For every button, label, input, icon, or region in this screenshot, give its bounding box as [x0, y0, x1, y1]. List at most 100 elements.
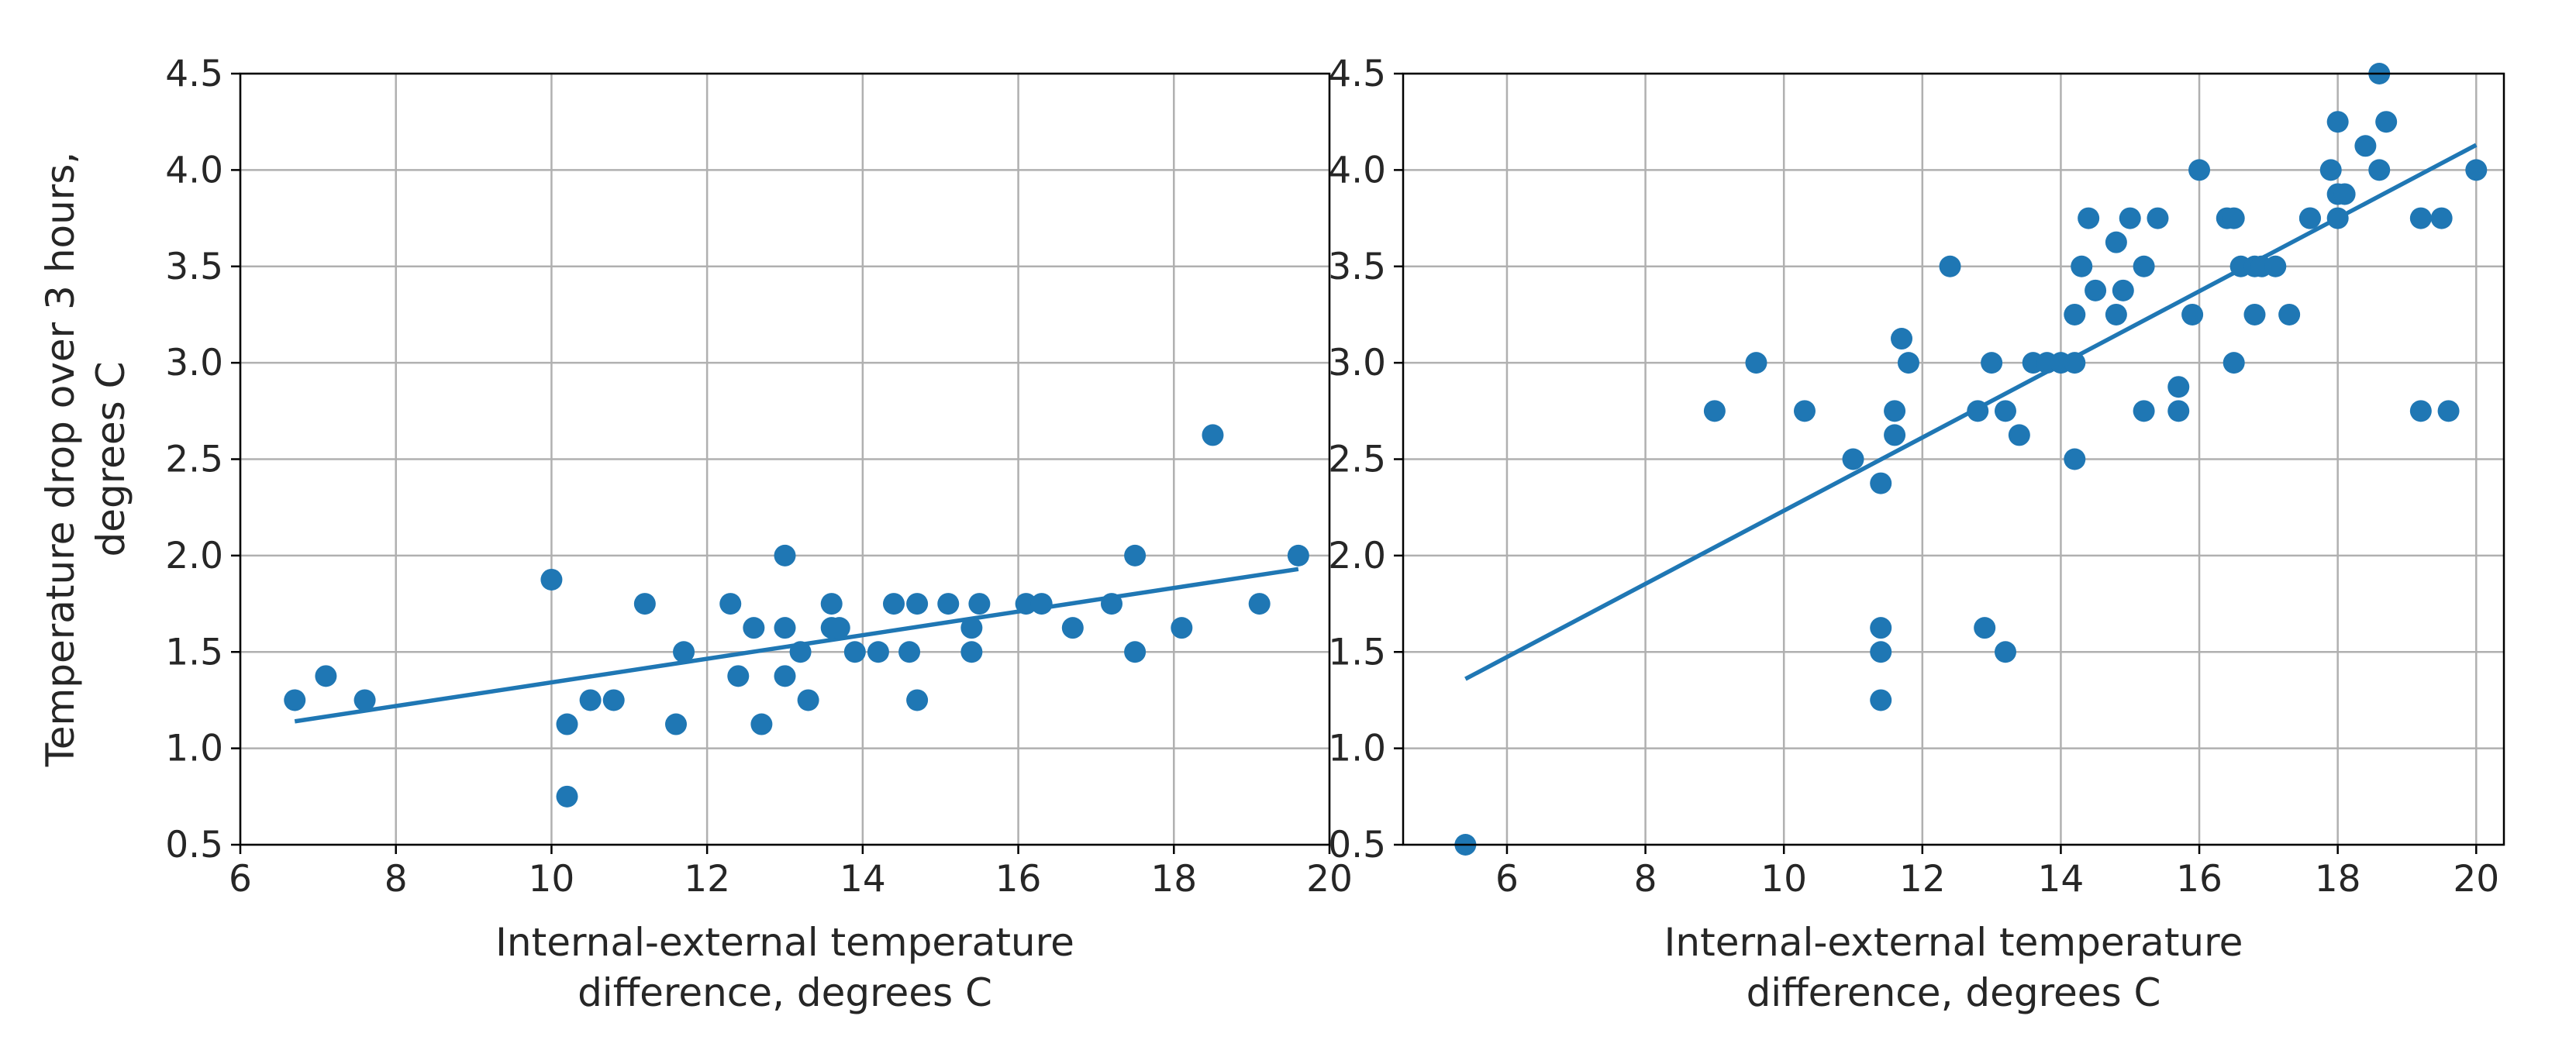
data-point	[1745, 352, 1767, 374]
data-point	[2430, 207, 2453, 229]
y-tick-label: 2.0	[1328, 535, 1386, 577]
data-point	[1891, 328, 1913, 350]
data-point	[743, 617, 765, 639]
left-scatter-plot: 6 8 10 12 14 16 18 20 0.5 1.0 1.5 2.0 2.5 3.0 3.5 4.0 4.…	[38, 53, 1353, 1015]
data-point	[843, 641, 866, 663]
data-point	[2326, 207, 2349, 229]
x-tick-label: 18	[1150, 858, 1197, 901]
y-tick-label: 3.5	[165, 246, 223, 288]
data-point	[719, 593, 742, 615]
data-point	[1870, 472, 1892, 494]
data-point	[1124, 641, 1147, 663]
x-tick-label: 20	[1306, 858, 1353, 901]
data-point	[2105, 231, 2127, 253]
data-point	[1884, 400, 1906, 422]
data-point	[1793, 400, 1816, 422]
data-point	[284, 689, 306, 711]
data-point	[1994, 400, 2016, 422]
data-point	[2188, 159, 2211, 181]
y-tick-label: 1.5	[1328, 631, 1386, 673]
data-point	[556, 713, 578, 735]
y-axis-label: degrees C	[88, 361, 133, 556]
y-tick-label: 2.0	[165, 535, 223, 577]
data-point	[1897, 352, 1919, 374]
data-point	[2354, 135, 2377, 157]
data-point	[2298, 207, 2321, 229]
data-point	[2437, 400, 2460, 422]
data-point	[960, 617, 983, 639]
data-point	[2064, 448, 2086, 470]
data-point	[1981, 352, 2003, 374]
y-tick-label: 0.5	[1328, 824, 1386, 866]
x-tick-label: 6	[229, 858, 252, 901]
data-point	[898, 641, 921, 663]
data-point	[540, 568, 563, 591]
data-point	[2409, 400, 2432, 422]
data-point	[633, 593, 656, 615]
data-point	[1101, 593, 1122, 615]
data-point	[1171, 617, 1193, 639]
data-point	[2319, 159, 2342, 181]
data-point	[602, 689, 625, 711]
data-point	[820, 593, 843, 615]
data-point	[774, 544, 796, 567]
x-tick-label: 18	[2315, 858, 2361, 901]
y-tick-label: 2.5	[165, 439, 223, 481]
data-point	[1884, 424, 1906, 446]
y-tick-label: 1.0	[1328, 728, 1386, 770]
data-point	[2064, 352, 2086, 374]
y-tick-label: 2.5	[1328, 439, 1386, 481]
data-point	[1994, 641, 2016, 663]
data-point	[968, 593, 991, 615]
y-tick-label: 4.5	[165, 53, 223, 95]
data-point	[2409, 207, 2432, 229]
x-tick-label: 10	[1760, 858, 1807, 901]
data-point	[2119, 207, 2141, 229]
data-point	[353, 689, 376, 711]
data-point	[1248, 593, 1271, 615]
data-point	[1015, 593, 1037, 615]
data-point	[2375, 111, 2398, 133]
x-tick-label: 12	[1899, 858, 1946, 901]
y-tick-label: 4.0	[165, 149, 223, 191]
right-scatter-plot: 6 8 10 12 14 16 18 20 0.5 1.0 1.5 2.0 2.5 3.0 3.5 4.0 4.…	[1328, 53, 2505, 1015]
y-tick-label: 1.0	[165, 728, 223, 770]
data-point	[556, 785, 578, 808]
y-tick-label: 3.0	[165, 342, 223, 384]
data-point	[1870, 617, 1892, 639]
data-point	[2112, 279, 2134, 301]
data-point	[2243, 303, 2266, 325]
x-axis-label: Internal-external temperature	[495, 920, 1074, 965]
data-point	[2133, 400, 2155, 422]
data-point	[906, 689, 929, 711]
axes-frame	[1402, 72, 2505, 846]
data-point	[797, 689, 819, 711]
axes-frame	[239, 72, 1331, 846]
data-point	[2008, 424, 2030, 446]
y-tick-label: 0.5	[165, 824, 223, 866]
data-point	[789, 641, 812, 663]
data-point	[828, 617, 850, 639]
data-point	[2264, 255, 2287, 277]
data-point	[1939, 255, 1961, 277]
data-point	[1287, 544, 1309, 567]
data-point	[1061, 617, 1084, 639]
y-tick-label: 4.5	[1328, 53, 1386, 95]
data-point	[2147, 207, 2169, 229]
data-point	[1974, 617, 1996, 639]
data-point	[2223, 207, 2245, 229]
data-point	[2181, 303, 2204, 325]
y-axis-label: Temperature drop over 3 hours,	[38, 152, 83, 768]
data-point	[2105, 303, 2127, 325]
x-tick-label: 6	[1495, 858, 1519, 901]
data-point	[2064, 303, 2086, 325]
x-tick-label: 14	[2038, 858, 2085, 901]
data-point	[750, 713, 773, 735]
data-point	[867, 641, 889, 663]
data-point	[1703, 400, 1726, 422]
x-tick-label: 8	[385, 858, 408, 901]
data-point	[1870, 641, 1892, 663]
x-axis-label: difference, degrees C	[578, 970, 992, 1015]
data-point	[665, 713, 687, 735]
data-point	[906, 593, 929, 615]
